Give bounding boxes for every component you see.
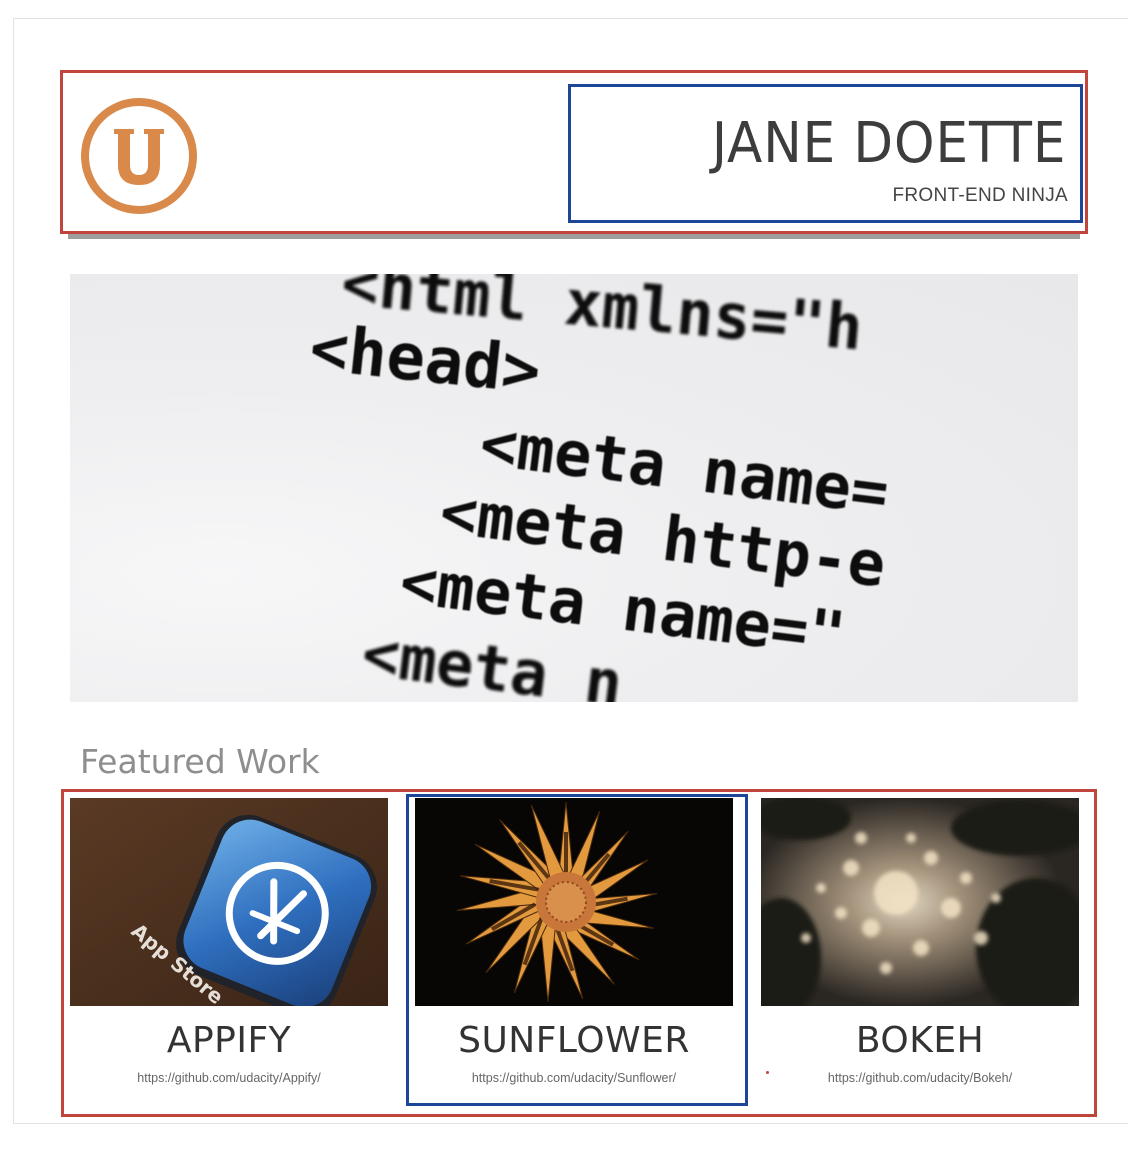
- section-heading: Featured Work: [80, 742, 320, 781]
- work-item-sunflower[interactable]: SUNFLOWER https://github.com/udacity/Sun…: [415, 798, 733, 1098]
- selected-outline: [406, 794, 748, 1106]
- code-texture-image: <html xmlns="h <head> <meta name= <meta …: [306, 274, 892, 702]
- page-subtitle: FRONT-END NINJA: [892, 185, 1068, 206]
- work-title: APPIFY: [166, 1020, 292, 1061]
- work-link[interactable]: https://github.com/udacity/Appify/: [137, 1071, 321, 1085]
- work-title: SUNFLOWER: [458, 1020, 690, 1061]
- bokeh-thumbnail[interactable]: [761, 798, 1079, 1006]
- work-title: BOKEH: [855, 1020, 985, 1061]
- sunflower-thumbnail[interactable]: [415, 798, 733, 1006]
- work-link[interactable]: https://github.com/udacity/Bokeh/: [827, 1071, 1013, 1085]
- work-item-bokeh[interactable]: BOKEH https://github.com/udacity/Bokeh/: [761, 798, 1079, 1098]
- header: [60, 70, 1088, 234]
- udacity-logo-icon[interactable]: [80, 97, 198, 215]
- page-title: JANE DOETTE: [711, 111, 1066, 176]
- header-shadow: [68, 233, 1080, 239]
- hero-image: <html xmlns="h <head> <meta name= <meta …: [70, 274, 1078, 702]
- work-item-appify[interactable]: App Store APPIFY https://github.com/udac…: [70, 798, 388, 1098]
- work-link[interactable]: https://github.com/udacity/Sunflower/: [471, 1071, 677, 1085]
- stray-dot: [766, 1071, 769, 1074]
- appify-thumbnail[interactable]: App Store: [70, 798, 388, 1006]
- name-box: JANE DOETTE FRONT-END NINJA: [568, 84, 1083, 223]
- featured-work-row: [61, 789, 1097, 1117]
